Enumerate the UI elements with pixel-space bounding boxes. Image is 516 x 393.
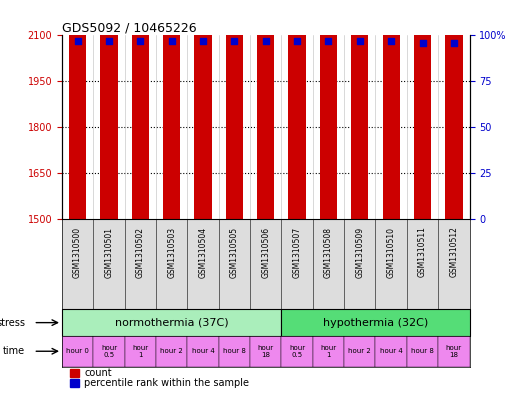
- Bar: [163, 129, 180, 393]
- Bar: [62, 309, 281, 336]
- Bar: [257, 127, 275, 393]
- Text: GSM1310508: GSM1310508: [324, 227, 333, 277]
- Text: GSM1310505: GSM1310505: [230, 227, 239, 278]
- Bar: [281, 309, 470, 336]
- Text: hour
18: hour 18: [446, 345, 462, 358]
- Bar: [132, 138, 149, 393]
- Text: hour
0.5: hour 0.5: [101, 345, 117, 358]
- Point: [105, 38, 113, 44]
- Point: [418, 40, 427, 46]
- Text: GSM1310502: GSM1310502: [136, 227, 145, 277]
- Bar: [250, 336, 281, 367]
- Bar: [70, 379, 79, 387]
- Bar: [100, 132, 118, 393]
- Bar: [414, 216, 431, 393]
- Bar: [62, 336, 93, 367]
- Bar: [257, 0, 275, 219]
- Bar: [132, 0, 149, 219]
- Bar: [438, 336, 470, 367]
- Bar: [320, 106, 337, 393]
- Bar: [320, 0, 337, 219]
- Bar: [70, 369, 79, 377]
- Point: [293, 38, 301, 44]
- Text: GSM1310501: GSM1310501: [104, 227, 114, 277]
- Text: GSM1310506: GSM1310506: [261, 227, 270, 278]
- Text: GDS5092 / 10465226: GDS5092 / 10465226: [62, 21, 197, 34]
- Bar: [69, 0, 86, 219]
- Bar: [288, 0, 305, 219]
- Text: GSM1310500: GSM1310500: [73, 227, 82, 278]
- Point: [199, 38, 207, 44]
- Text: count: count: [84, 368, 112, 378]
- Bar: [344, 336, 376, 367]
- Bar: [288, 81, 305, 393]
- Text: GSM1310503: GSM1310503: [167, 227, 176, 278]
- Bar: [226, 0, 243, 219]
- Bar: [163, 0, 180, 219]
- Text: GSM1310510: GSM1310510: [386, 227, 396, 277]
- Text: GSM1310511: GSM1310511: [418, 227, 427, 277]
- Text: hour 2: hour 2: [160, 348, 183, 354]
- Point: [73, 38, 82, 44]
- Text: hour
1: hour 1: [132, 345, 149, 358]
- Text: GSM1310504: GSM1310504: [199, 227, 207, 278]
- Bar: [125, 336, 156, 367]
- Point: [230, 38, 238, 44]
- Text: percentile rank within the sample: percentile rank within the sample: [84, 378, 249, 388]
- Text: GSM1310507: GSM1310507: [293, 227, 301, 278]
- Point: [325, 38, 333, 44]
- Text: normothermia (37C): normothermia (37C): [115, 318, 229, 328]
- Text: time: time: [3, 346, 25, 356]
- Point: [262, 38, 270, 44]
- Bar: [414, 0, 431, 219]
- Text: hour 8: hour 8: [223, 348, 246, 354]
- Bar: [376, 336, 407, 367]
- Bar: [281, 336, 313, 367]
- Text: hour 4: hour 4: [191, 348, 215, 354]
- Bar: [219, 336, 250, 367]
- Text: hypothermia (32C): hypothermia (32C): [323, 318, 428, 328]
- Bar: [445, 0, 462, 219]
- Bar: [313, 336, 344, 367]
- Bar: [382, 0, 400, 219]
- Bar: [69, 132, 86, 393]
- Text: hour
0.5: hour 0.5: [289, 345, 305, 358]
- Bar: [156, 336, 187, 367]
- Bar: [445, 216, 462, 393]
- Point: [356, 38, 364, 44]
- Bar: [226, 127, 243, 393]
- Point: [136, 38, 144, 44]
- Point: [387, 38, 395, 44]
- Point: [168, 38, 176, 44]
- Text: hour
1: hour 1: [320, 345, 336, 358]
- Bar: [100, 0, 118, 219]
- Text: GSM1310509: GSM1310509: [356, 227, 364, 278]
- Text: stress: stress: [0, 318, 25, 328]
- Bar: [382, 172, 400, 393]
- Point: [450, 40, 458, 46]
- Text: hour 2: hour 2: [348, 348, 371, 354]
- Bar: [351, 132, 368, 393]
- Bar: [195, 0, 212, 219]
- Bar: [351, 0, 368, 219]
- Text: hour 4: hour 4: [380, 348, 402, 354]
- Text: GSM1310512: GSM1310512: [449, 227, 458, 277]
- Bar: [407, 336, 438, 367]
- Bar: [187, 336, 219, 367]
- Text: hour 8: hour 8: [411, 348, 434, 354]
- Bar: [93, 336, 125, 367]
- Bar: [195, 106, 212, 393]
- Text: hour
18: hour 18: [257, 345, 274, 358]
- Text: hour 0: hour 0: [66, 348, 89, 354]
